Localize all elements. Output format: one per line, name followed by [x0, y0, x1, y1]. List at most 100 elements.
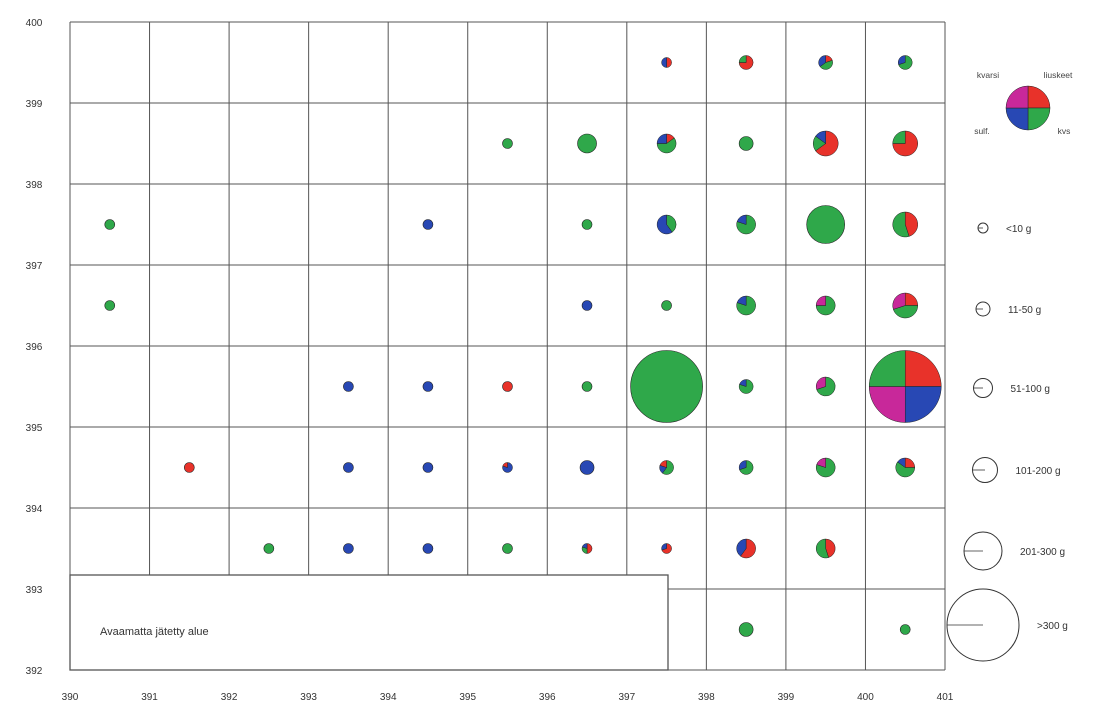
pie-marker [502, 381, 513, 392]
pie-marker [343, 462, 354, 473]
pie-marker [899, 624, 911, 635]
pie-slice [736, 538, 747, 557]
key-label: sulf. [974, 126, 990, 136]
x-tick-label: 397 [618, 692, 635, 703]
pie-marker [661, 57, 672, 68]
pie-slice [502, 462, 513, 473]
legend: kvarsi liuskeet sulf. kvs <10 g 11-50 g 51-100… [946, 70, 1073, 662]
pie-slice [662, 460, 674, 475]
pie-slice [104, 300, 116, 311]
key-label: kvarsi [977, 70, 999, 80]
pie-slice [892, 211, 910, 238]
pie-marker [656, 133, 677, 154]
pie-marker [581, 300, 593, 311]
size-class-label: 201-300 g [1020, 547, 1065, 558]
pie-marker [630, 350, 703, 423]
size-class-label: 51-100 g [1011, 384, 1050, 395]
pie-marker [738, 55, 754, 70]
pie-marker [502, 543, 513, 554]
y-tick-label: 398 [26, 180, 43, 191]
pie-slice [893, 305, 918, 319]
pie-marker [868, 350, 942, 423]
pie-markers [104, 55, 942, 637]
pie-marker [581, 381, 593, 392]
pie-slice [1005, 85, 1029, 109]
pie-slice [904, 211, 918, 237]
x-tick-label: 394 [380, 692, 397, 703]
pie-slice [904, 386, 942, 423]
pie-slice [343, 543, 354, 554]
pie-slice [1005, 107, 1029, 131]
pie-marker [263, 543, 275, 554]
y-tick-label: 399 [26, 99, 43, 110]
pie-slice [736, 214, 747, 225]
pie-slice [897, 457, 906, 468]
pie-marker [815, 457, 836, 478]
pie-slice [904, 292, 918, 306]
y-tick-label: 397 [26, 261, 43, 272]
y-tick-label: 393 [26, 585, 43, 596]
pie-slice [815, 538, 829, 559]
pie-marker [422, 462, 434, 473]
pie-marker [422, 219, 434, 230]
y-axis-ticks: 392 393 394 395 396 397 398 399 400 [26, 18, 43, 677]
pie-slice [263, 543, 275, 554]
pie-slice [422, 381, 434, 392]
pie-slice [892, 292, 906, 310]
pie-marker [738, 460, 754, 475]
pie-marker [736, 214, 756, 235]
pie-slice [422, 219, 434, 230]
pie-slice [581, 300, 593, 311]
pie-slice [579, 460, 595, 475]
pie-slice [502, 138, 513, 149]
pie-slice [661, 57, 667, 68]
pie-marker [343, 381, 354, 392]
key-label: kvs [1058, 126, 1071, 136]
pie-slice [806, 205, 845, 244]
pie-marker [738, 622, 754, 637]
pie-marker [422, 543, 434, 554]
pie-marker [815, 538, 836, 559]
pie-marker [577, 133, 597, 154]
pie-slice [581, 381, 593, 392]
pie-slice [892, 130, 918, 157]
pie-marker [184, 462, 195, 473]
pie-slice [630, 350, 703, 423]
pie-slice [815, 376, 826, 390]
pie-slice [736, 295, 747, 306]
pie-slice [904, 350, 942, 387]
pie-marker [738, 379, 754, 394]
pie-slice [825, 538, 836, 558]
pie-slice [659, 460, 667, 468]
pie-slice [502, 462, 508, 468]
pie-slice [815, 130, 839, 157]
pie-marker [892, 130, 918, 157]
pie-marker [502, 138, 513, 149]
pie-slice [666, 214, 677, 233]
pie-marker [892, 292, 918, 319]
pie-marker [895, 457, 915, 478]
pie-slice [581, 219, 593, 230]
pie-marker [897, 55, 913, 70]
x-tick-label: 399 [778, 692, 795, 703]
pie-slice [586, 543, 593, 554]
pie-slice [892, 130, 906, 144]
pie-marker [661, 543, 672, 554]
pie-slice [904, 457, 915, 468]
pie-slice [738, 460, 747, 470]
pie-slice [184, 462, 195, 473]
pie-marker [659, 460, 674, 475]
pie-slice [868, 386, 906, 423]
y-tick-label: 392 [26, 666, 43, 677]
pie-marker [815, 376, 836, 397]
pie-slice [502, 543, 513, 554]
pie-marker [581, 219, 593, 230]
unopened-area-box [69, 574, 669, 671]
pie-slice [738, 136, 754, 151]
pie-marker [738, 136, 754, 151]
pie-marker [736, 538, 756, 559]
size-class-label: 11-50 g [1008, 305, 1041, 316]
pie-slice [868, 350, 906, 387]
key-label: liuskeet [1044, 70, 1073, 80]
